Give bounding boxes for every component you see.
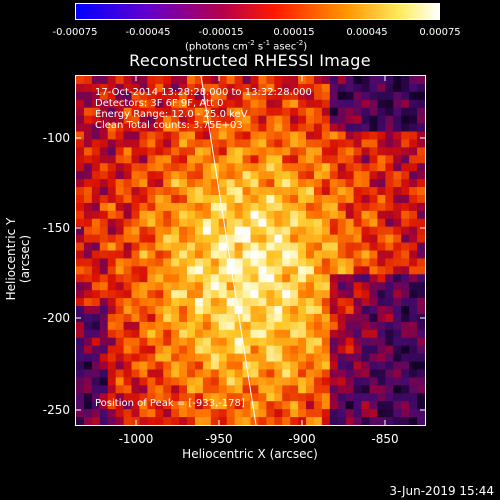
info-time-range: 17-Oct-2014 13:28:28.000 to 13:32:28.000: [95, 87, 312, 98]
solar-limb-line: [200, 76, 257, 425]
x-tick: -1000: [118, 432, 154, 446]
colorbar: [75, 3, 440, 20]
colorbar-unit: (photons cm-2 s-1 asec-2): [185, 39, 308, 53]
colorbar-tick: -0.00015: [198, 27, 244, 38]
y-tick: -200: [42, 311, 70, 325]
colorbar-tick: -0.00045: [125, 27, 171, 38]
colorbar-tick: -0.00075: [52, 27, 98, 38]
colorbar-tick: 0.00015: [273, 27, 315, 38]
plot-title: Reconstructed RHESSI Image: [129, 51, 371, 70]
plot-datestamp: 3-Jun-2019 15:44: [389, 484, 494, 498]
info-energy: Energy Range: 12.0 - 25.0 keV: [95, 109, 248, 120]
heatmap-image: [76, 76, 425, 425]
info-detectors: Detectors: 3F 6F 9F, Att 0: [95, 98, 224, 109]
rhessi-image: [75, 75, 426, 426]
x-tick: -950: [205, 432, 233, 446]
info-peak: Position of Peak = [-933,-178]: [95, 398, 245, 409]
y-tick: -100: [42, 131, 70, 145]
colorbar-gradient: [76, 4, 439, 19]
y-tick: -250: [42, 403, 70, 417]
y-tick: -150: [42, 221, 70, 235]
x-axis-label: Heliocentric X (arcsec): [182, 447, 318, 461]
x-tick: -900: [288, 432, 316, 446]
colorbar-tick: 0.00045: [346, 27, 388, 38]
info-clean: Clean Total counts: 3.75E+03: [95, 120, 243, 131]
x-tick: -850: [371, 432, 399, 446]
colorbar-tick: 0.00075: [419, 27, 461, 38]
